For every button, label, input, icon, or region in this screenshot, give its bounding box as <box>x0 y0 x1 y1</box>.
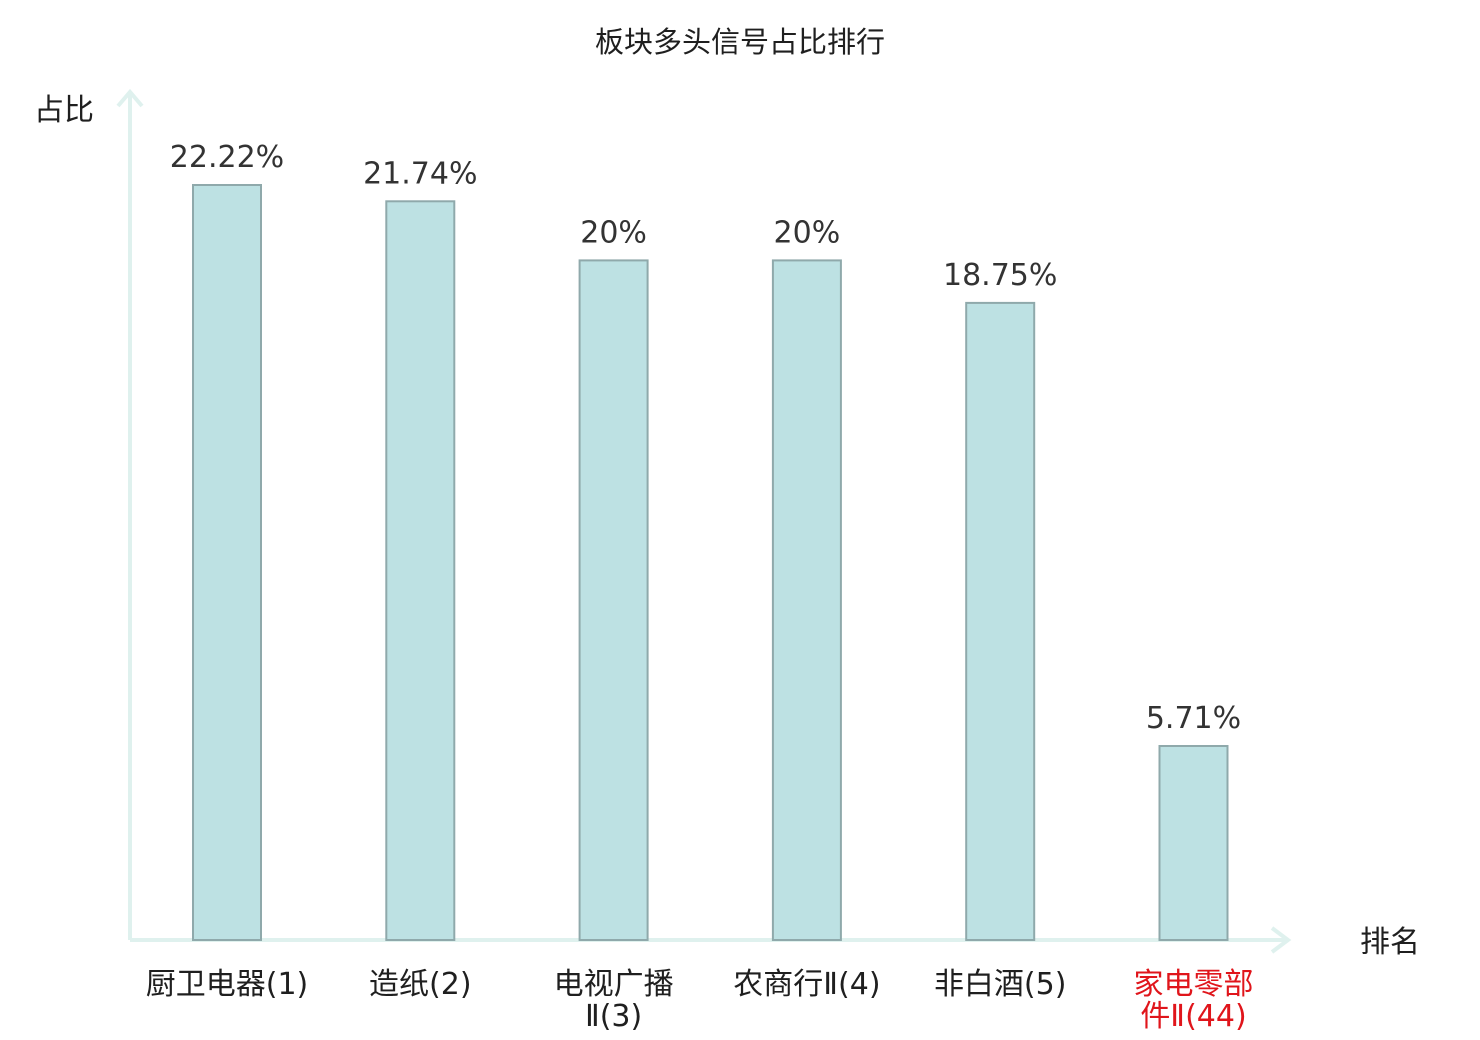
chart-title: 板块多头信号占比排行 <box>595 25 885 59</box>
value-label: 20% <box>774 215 841 250</box>
category-label: 件Ⅱ(44) <box>1140 999 1246 1034</box>
bars <box>192 184 1229 942</box>
bar <box>1158 745 1229 941</box>
category-label: 电视广播 <box>554 967 674 1002</box>
category-label: 家电零部 <box>1134 967 1254 1002</box>
x-axis <box>130 926 1292 954</box>
bar <box>385 200 456 942</box>
y-axis-label: 占比 <box>34 93 94 128</box>
y-axis <box>116 88 144 940</box>
bar <box>192 184 262 941</box>
bar <box>578 259 649 941</box>
value-label: 22.22% <box>170 140 284 175</box>
bar <box>771 259 842 941</box>
bar <box>965 301 1036 941</box>
category-label: Ⅱ(3) <box>585 999 642 1034</box>
value-label: 18.75% <box>943 258 1057 293</box>
category-label: 农商行Ⅱ(4) <box>733 967 880 1002</box>
x-axis-label: 排名 <box>1360 925 1420 960</box>
category-label: 造纸(2) <box>369 967 472 1002</box>
value-label: 21.74% <box>363 156 477 191</box>
category-label: 非白酒(5) <box>934 967 1067 1002</box>
category-label: 厨卫电器(1) <box>146 967 309 1002</box>
value-label: 5.71% <box>1146 701 1241 736</box>
value-label: 20% <box>580 215 647 250</box>
value-labels: 22.22% 21.74% 20% 20% 18.75% 5.71% <box>170 140 1241 736</box>
